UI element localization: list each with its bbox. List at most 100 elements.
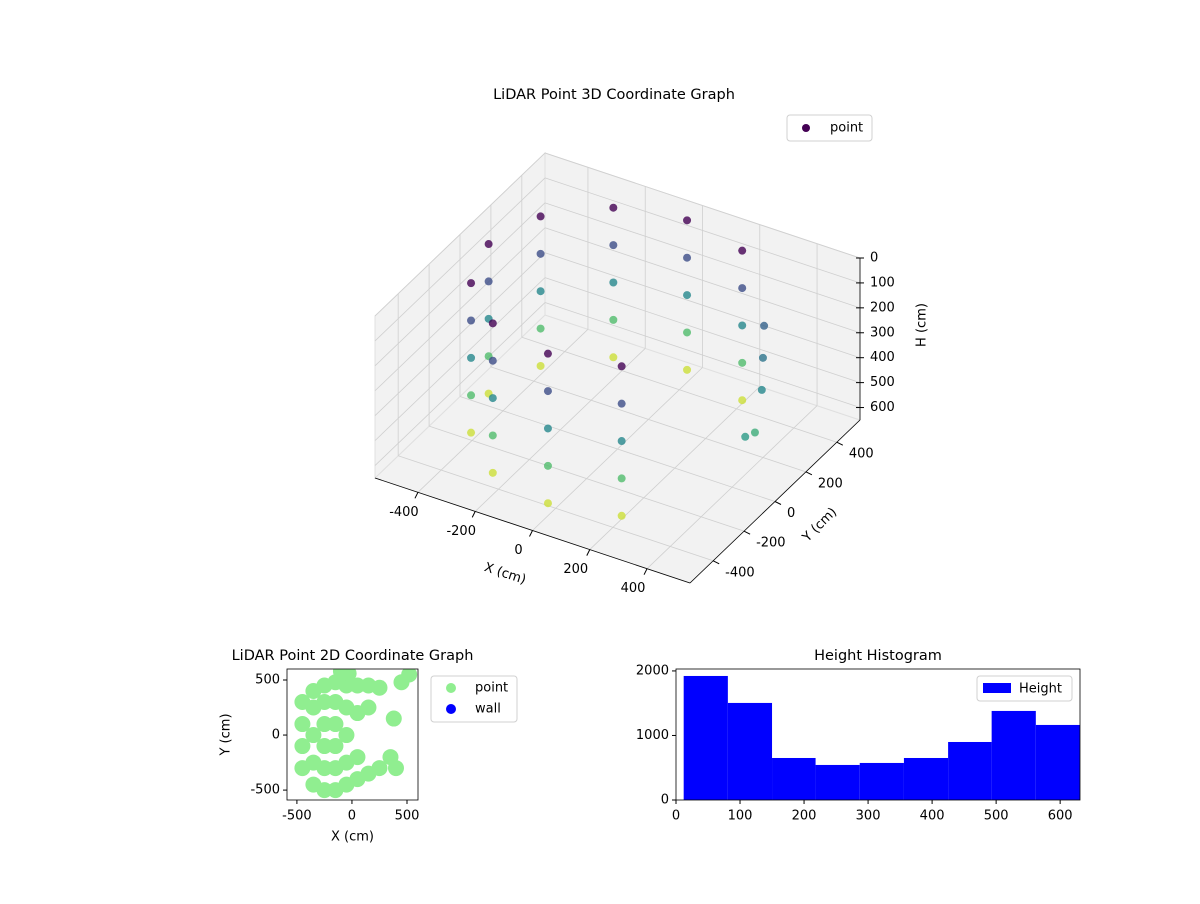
point (609, 353, 618, 362)
point (609, 203, 618, 212)
grid-line (544, 277, 861, 383)
z-tick-label: 200 (870, 300, 895, 315)
y-tick (774, 501, 782, 505)
point (536, 287, 545, 296)
point (741, 432, 750, 441)
point (683, 253, 692, 262)
x-tick (414, 492, 419, 499)
legend-label: point (475, 681, 508, 696)
y-tick-label: 0 (272, 728, 280, 743)
grid-line (428, 425, 745, 532)
x-tick (586, 549, 591, 556)
point (316, 694, 333, 711)
grid-line (374, 302, 546, 466)
x-tick-label: -200 (446, 524, 476, 539)
point (738, 246, 747, 255)
plot-area (294, 669, 418, 799)
point (683, 216, 692, 225)
point (738, 321, 747, 330)
x-tick (643, 568, 648, 575)
x-tick-label: -500 (282, 809, 312, 824)
bar (772, 757, 816, 800)
x-tick (529, 530, 533, 537)
legend-box (976, 675, 1073, 702)
z-tick-label: 300 (870, 325, 895, 340)
point (617, 474, 626, 483)
y-tick-label: 0 (787, 506, 795, 521)
point (609, 278, 618, 287)
point (316, 760, 333, 777)
point (757, 385, 766, 394)
point (338, 677, 355, 694)
point (305, 727, 322, 744)
chart-title: LiDAR Point 3D Coordinate Graph (493, 87, 735, 103)
point (609, 315, 618, 324)
grid-line (521, 336, 837, 443)
point (683, 365, 692, 374)
bar (859, 762, 904, 800)
point (543, 499, 552, 508)
x-axis-label: X (cm) (482, 560, 528, 588)
point (536, 361, 545, 370)
point (316, 782, 333, 799)
x-tick-label: 600 (1048, 809, 1073, 824)
bar (727, 702, 773, 800)
point (738, 358, 747, 367)
grid-line (544, 202, 861, 309)
point (488, 468, 497, 477)
axis-line (374, 477, 691, 584)
z-tick-label: 400 (870, 350, 895, 365)
point (683, 328, 692, 337)
point (349, 749, 366, 766)
x-tick-label: 400 (621, 581, 646, 596)
point (488, 356, 497, 365)
point (760, 321, 769, 330)
point (484, 277, 493, 286)
point (401, 669, 418, 683)
point (617, 362, 626, 371)
x-tick-label: 200 (563, 562, 588, 577)
y-tick-label: -200 (756, 536, 786, 551)
grid-line (374, 177, 546, 342)
x-tick-label: 200 (792, 809, 817, 824)
x-tick-label: 300 (856, 809, 881, 824)
z-tick-label: 600 (870, 400, 895, 415)
z-axis-label: H (cm) (915, 303, 930, 347)
x-tick (471, 511, 476, 518)
grid-line (374, 227, 546, 392)
point (484, 240, 493, 249)
bar (815, 764, 860, 800)
x-tick-label: 0 (348, 809, 356, 824)
point (360, 699, 377, 716)
point (738, 284, 747, 293)
legend-label: Height (1019, 682, 1062, 697)
y-tick (712, 560, 720, 565)
y-tick-label: 200 (818, 476, 843, 491)
legend-label: point (830, 121, 863, 136)
point (488, 319, 497, 328)
point (387, 760, 404, 777)
point (371, 760, 388, 777)
y-tick-label: 1000 (636, 728, 669, 743)
legend-marker (802, 124, 810, 132)
point (617, 399, 626, 408)
x-tick-label: 500 (984, 809, 1009, 824)
point (467, 391, 476, 400)
point (327, 738, 344, 755)
point (609, 241, 618, 250)
y-tick-label: 0 (661, 793, 669, 808)
x-tick-label: 500 (395, 809, 420, 824)
point (617, 511, 626, 520)
point (316, 716, 333, 733)
bar (683, 675, 728, 800)
legend-box (786, 114, 873, 142)
x-axis-label: X (cm) (331, 830, 374, 845)
grid-line (544, 302, 861, 408)
legend-marker (983, 683, 1011, 693)
bar (991, 710, 1036, 800)
point (338, 727, 355, 744)
point (294, 716, 311, 733)
grid-line (374, 202, 546, 367)
y-tick-label: 500 (255, 673, 280, 688)
